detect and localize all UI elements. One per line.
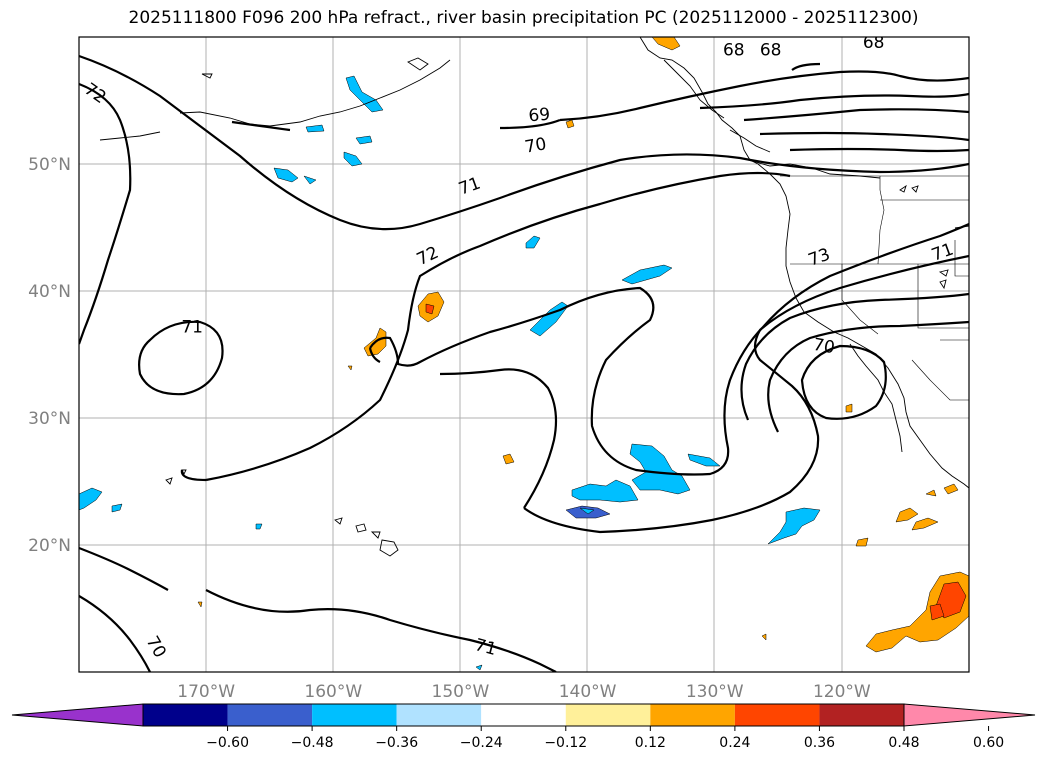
colorbar-tick-label: 0.12: [635, 735, 666, 751]
colorbar-outline: [142, 703, 905, 727]
colorbar-segment: [650, 704, 735, 726]
lon-label: 130°W: [686, 682, 744, 702]
precip-positive-areas: [197, 37, 969, 653]
colorbar-tick-label: −0.12: [544, 735, 587, 751]
colorbar-extend-low: [11, 703, 144, 727]
colorbar-tick-label: 0.48: [888, 735, 919, 751]
colorbar-extend-high: [903, 703, 1036, 727]
colorbar-tick-label: −0.60: [206, 735, 249, 751]
lat-label: 50°N: [28, 155, 71, 175]
lon-label: 150°W: [432, 682, 490, 702]
contour-label: 72: [80, 79, 109, 108]
lon-label: 140°W: [559, 682, 617, 702]
colorbar-tick-label: 0.60: [973, 735, 1004, 751]
lon-label: 170°W: [177, 682, 235, 702]
lon-label: 120°W: [813, 682, 871, 702]
colorbar-segment: [734, 704, 820, 726]
contour-label: 70: [811, 335, 836, 358]
contour-label: 71: [181, 318, 203, 338]
lat-label: 40°N: [28, 282, 71, 302]
contour-label: 71: [473, 635, 499, 660]
map-title: 2025111800 F096 200 hPa refract., river …: [128, 8, 919, 28]
colorbar-segment: [227, 704, 313, 726]
colorbar-segment: [396, 704, 482, 726]
colorbar: −0.60 −0.48 −0.36 −0.24 −0.12 0.12 0.24 0.36 0.4…: [11, 703, 1036, 751]
contour-label: 73: [806, 245, 833, 271]
colorbar-segment: [819, 704, 904, 726]
colorbar-tick-label: −0.36: [375, 735, 418, 751]
gridlines: [79, 37, 969, 672]
colorbar-segment: [481, 704, 566, 726]
contour-label: 68: [760, 41, 782, 61]
lat-label: 30°N: [28, 409, 71, 429]
colorbar-tick-label: 0.24: [719, 735, 750, 751]
colorbar-tick-label: 0.36: [804, 735, 835, 751]
colorbar-segment: [143, 704, 228, 726]
colorbar-segment: [312, 704, 397, 726]
colorbar-tick-label: −0.24: [460, 735, 503, 751]
map-frame: [78, 36, 970, 673]
lat-label: 20°N: [28, 536, 71, 556]
contour-label: 70: [142, 633, 170, 662]
colorbar-segment: [565, 704, 651, 726]
colorbar-tick-label: −0.48: [291, 735, 334, 751]
longitude-labels: 170°W 160°W 150°W 140°W 130°W 120°W: [177, 682, 871, 702]
contour-label: 70: [523, 134, 548, 157]
contour-label: 68: [723, 41, 745, 61]
latitude-labels: 50°N 40°N 30°N 20°N: [28, 155, 71, 556]
contour-label: 71: [929, 239, 956, 265]
contour-label: 68: [863, 33, 885, 53]
refractivity-contours: [79, 54, 969, 672]
contour-label: 69: [528, 105, 551, 127]
lon-label: 160°W: [304, 682, 362, 702]
